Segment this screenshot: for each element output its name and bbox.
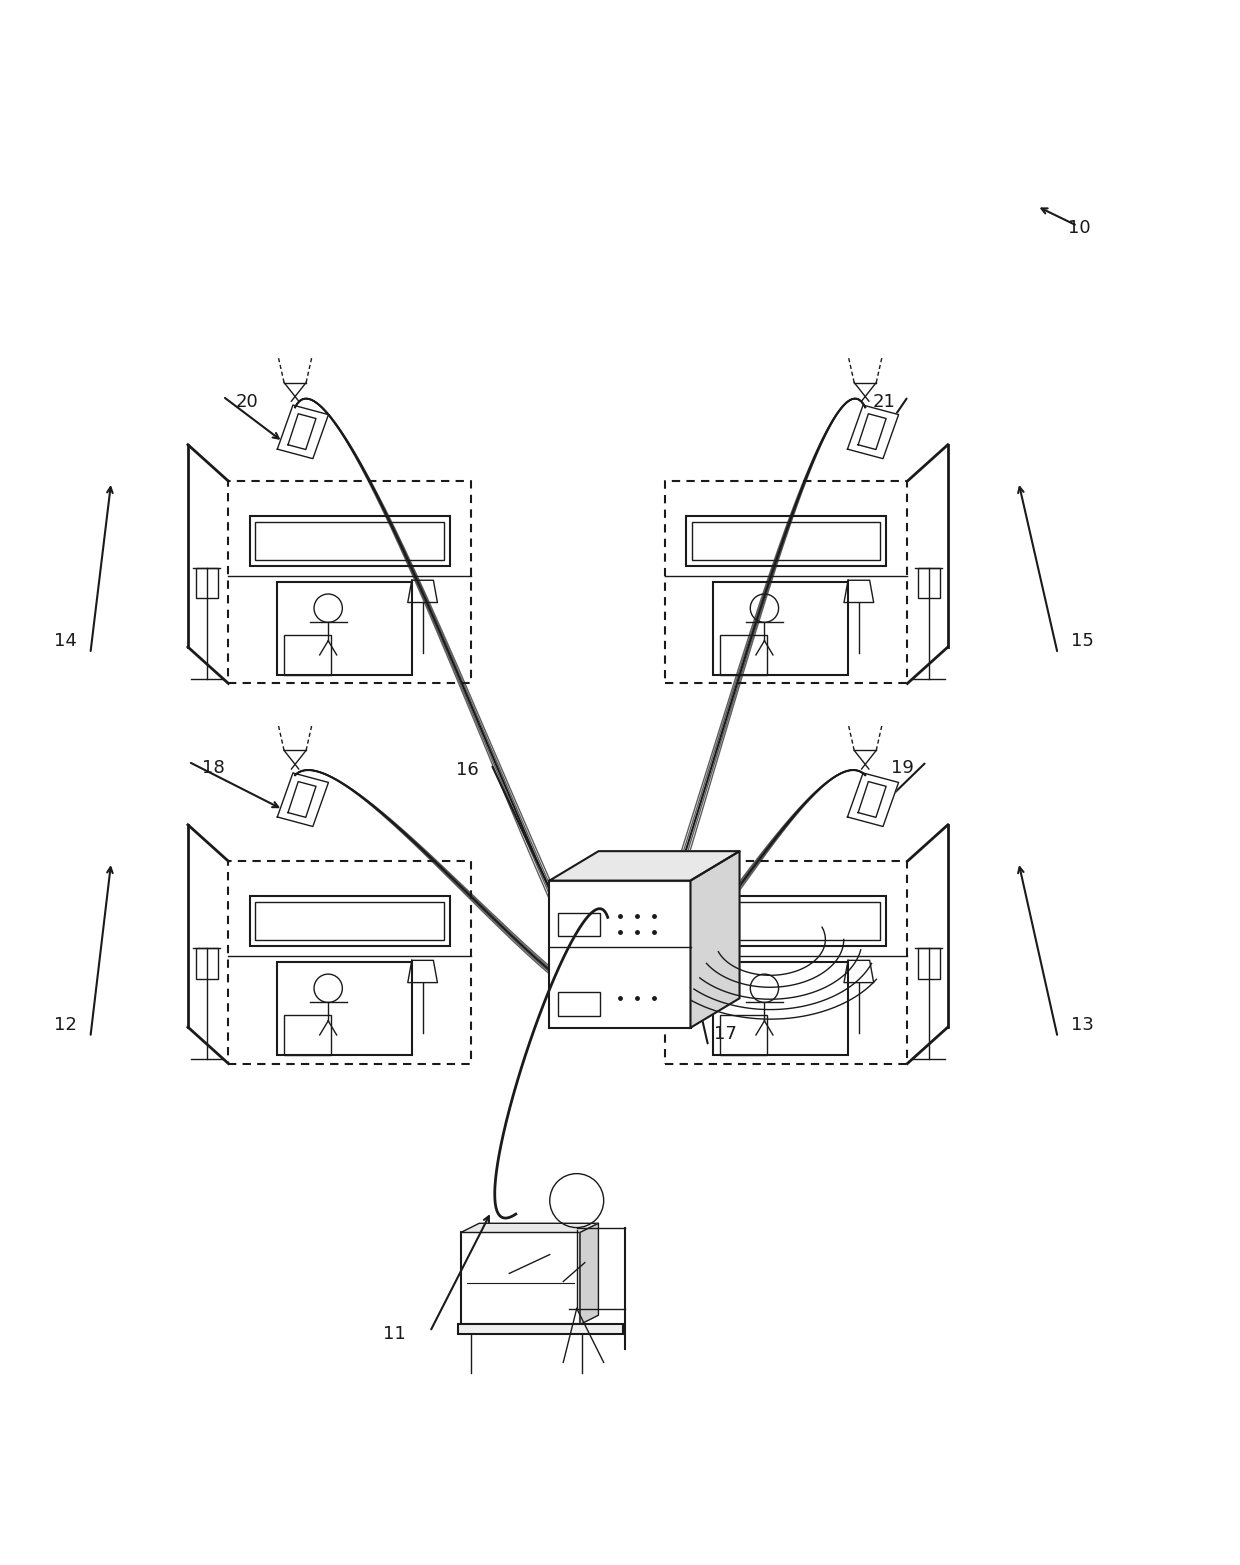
Bar (196, 568, 217, 598)
Polygon shape (847, 773, 899, 826)
Bar (458, 1324, 622, 1335)
Polygon shape (278, 405, 329, 459)
Text: 21: 21 (872, 393, 895, 412)
Text: 14: 14 (55, 632, 77, 651)
Bar (284, 1016, 331, 1055)
Text: 20: 20 (236, 393, 259, 412)
Text: 17: 17 (714, 1025, 738, 1042)
Text: 12: 12 (55, 1016, 77, 1034)
Bar (549, 881, 691, 1028)
Polygon shape (461, 1224, 599, 1233)
Bar (692, 521, 880, 560)
Bar (277, 582, 412, 676)
Bar (918, 948, 940, 978)
Polygon shape (691, 851, 739, 1028)
Text: 10: 10 (1068, 219, 1090, 238)
Bar (558, 992, 600, 1016)
Polygon shape (549, 851, 739, 881)
Bar (250, 895, 450, 947)
Bar (250, 515, 450, 567)
Bar (918, 568, 940, 598)
Text: 13: 13 (1071, 1016, 1094, 1034)
Text: 19: 19 (890, 759, 914, 776)
Bar (255, 901, 444, 941)
Text: 11: 11 (383, 1326, 405, 1343)
Bar (461, 1233, 580, 1324)
Text: 15: 15 (1071, 632, 1094, 651)
Text: 16: 16 (456, 761, 479, 779)
Bar (713, 582, 848, 676)
Text: 18: 18 (202, 759, 224, 776)
Polygon shape (847, 405, 899, 459)
Polygon shape (580, 1224, 599, 1324)
Bar (558, 912, 600, 936)
Polygon shape (278, 773, 329, 826)
Bar (692, 901, 880, 941)
Bar (284, 635, 331, 676)
Bar (686, 895, 885, 947)
Bar (255, 521, 444, 560)
Bar (686, 515, 885, 567)
Bar (277, 962, 412, 1055)
Bar (196, 948, 217, 978)
Bar (713, 962, 848, 1055)
Bar (720, 635, 768, 676)
Bar (720, 1016, 768, 1055)
